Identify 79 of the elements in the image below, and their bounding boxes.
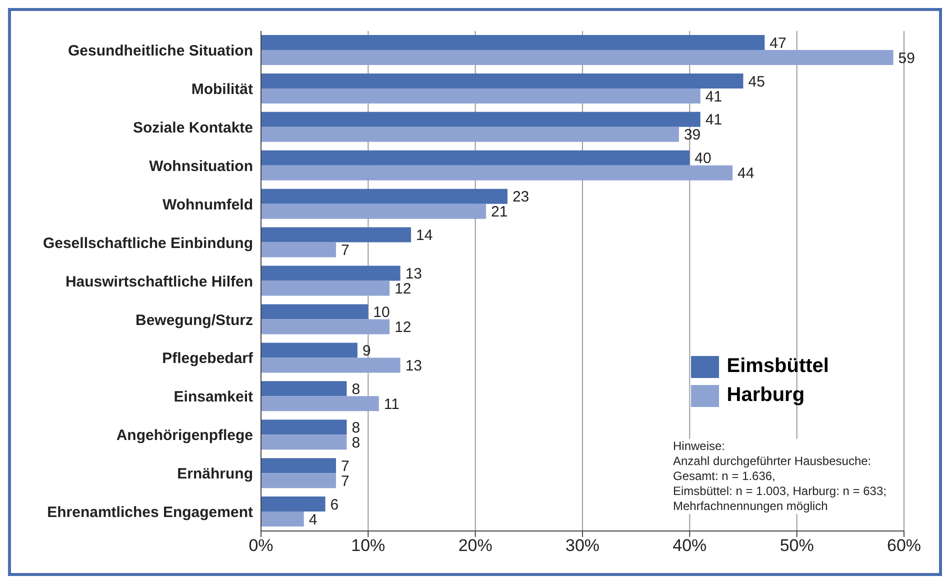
bar (261, 73, 744, 88)
bar (261, 242, 336, 258)
data-label: 41 (705, 112, 722, 129)
bar (261, 458, 336, 474)
data-label: 8 (352, 419, 360, 436)
x-tick-label: 30% (565, 536, 600, 556)
data-label: 13 (405, 358, 422, 375)
bar (261, 150, 690, 166)
bar (261, 165, 733, 180)
y-tick-label: Wohnumfeld (162, 196, 253, 214)
x-tick-label: 0% (248, 536, 274, 556)
y-tick-label: Gesundheitliche Situation (68, 42, 253, 60)
bar (261, 342, 358, 358)
bar (261, 204, 486, 219)
data-label: 14 (416, 227, 433, 244)
y-tick-label: Angehörigenpflege (116, 427, 253, 444)
x-tick-label: 10% (351, 536, 386, 556)
data-label: 4 (308, 511, 318, 528)
data-label: 10 (373, 304, 390, 322)
bar (261, 112, 700, 127)
bar (261, 126, 679, 142)
data-label: 39 (684, 126, 701, 144)
bar (261, 381, 347, 396)
data-label: 59 (898, 50, 915, 67)
bar (261, 358, 400, 373)
y-tick-label: Wohnsituation (149, 158, 253, 175)
data-label: 13 (405, 266, 422, 283)
bar (261, 396, 379, 412)
data-label: 12 (394, 280, 412, 298)
annotation: Gesamt: n = 1.636, (673, 469, 776, 484)
data-label: 7 (341, 242, 350, 260)
data-label: 47 (770, 34, 786, 52)
y-tick-label: Ernährung (177, 466, 253, 483)
bar (261, 227, 412, 242)
bar (261, 473, 336, 488)
x-tick-label: 60% (886, 536, 922, 556)
legend-label: Harburg (726, 384, 805, 407)
annotation: Mehrfachnennungen möglich (673, 499, 829, 514)
data-label: 21 (491, 204, 508, 221)
x-tick-label: 40% (672, 536, 707, 556)
bar (261, 496, 326, 512)
bar (261, 304, 368, 320)
bar (261, 512, 304, 527)
data-label: 9 (362, 342, 371, 360)
x-tick-label: 20% (458, 536, 492, 556)
data-label: 44 (738, 165, 754, 182)
x-tick-label: 50% (780, 536, 814, 556)
annotation: Hinweise: (673, 439, 726, 454)
bar (261, 50, 894, 65)
data-label: 7 (341, 458, 350, 475)
data-label: 23 (512, 188, 530, 206)
data-label: 8 (352, 380, 360, 398)
y-tick-label: Bewegung/Sturz (135, 312, 253, 329)
y-tick-label: Pflegebedarf (162, 350, 254, 368)
bar (261, 88, 700, 104)
bar (261, 35, 765, 50)
y-tick-label: Einsamkeit (174, 388, 253, 406)
bar (261, 188, 508, 204)
data-label: 12 (394, 319, 412, 336)
y-tick-label: Soziale Kontakte (132, 119, 253, 136)
data-label: 7 (341, 472, 350, 490)
y-tick-label: Ehrenamtliches Engagement (47, 504, 253, 522)
bar (261, 266, 400, 281)
y-tick-label: Mobilität (191, 81, 254, 98)
y-tick-label: Hauswirtschaftliche Hilfen (65, 273, 253, 290)
bar (261, 420, 347, 435)
data-label: 11 (384, 396, 400, 413)
bar (261, 319, 390, 334)
data-label: 8 (352, 434, 360, 452)
data-label: 41 (705, 88, 722, 106)
bar (261, 280, 390, 296)
legend-label: Eimsbüttel (726, 355, 829, 378)
data-label: 6 (330, 496, 339, 514)
data-label: 45 (748, 73, 765, 90)
bar (261, 434, 347, 450)
data-label: 40 (694, 150, 712, 168)
y-tick-label: Gesellschaftliche Einbindung (42, 234, 253, 252)
annotation: Anzahl durchgeführter Hausbesuche: (673, 454, 872, 469)
annotation: Eimsbüttel: n = 1.003, Harburg: n = 633; (673, 484, 886, 499)
